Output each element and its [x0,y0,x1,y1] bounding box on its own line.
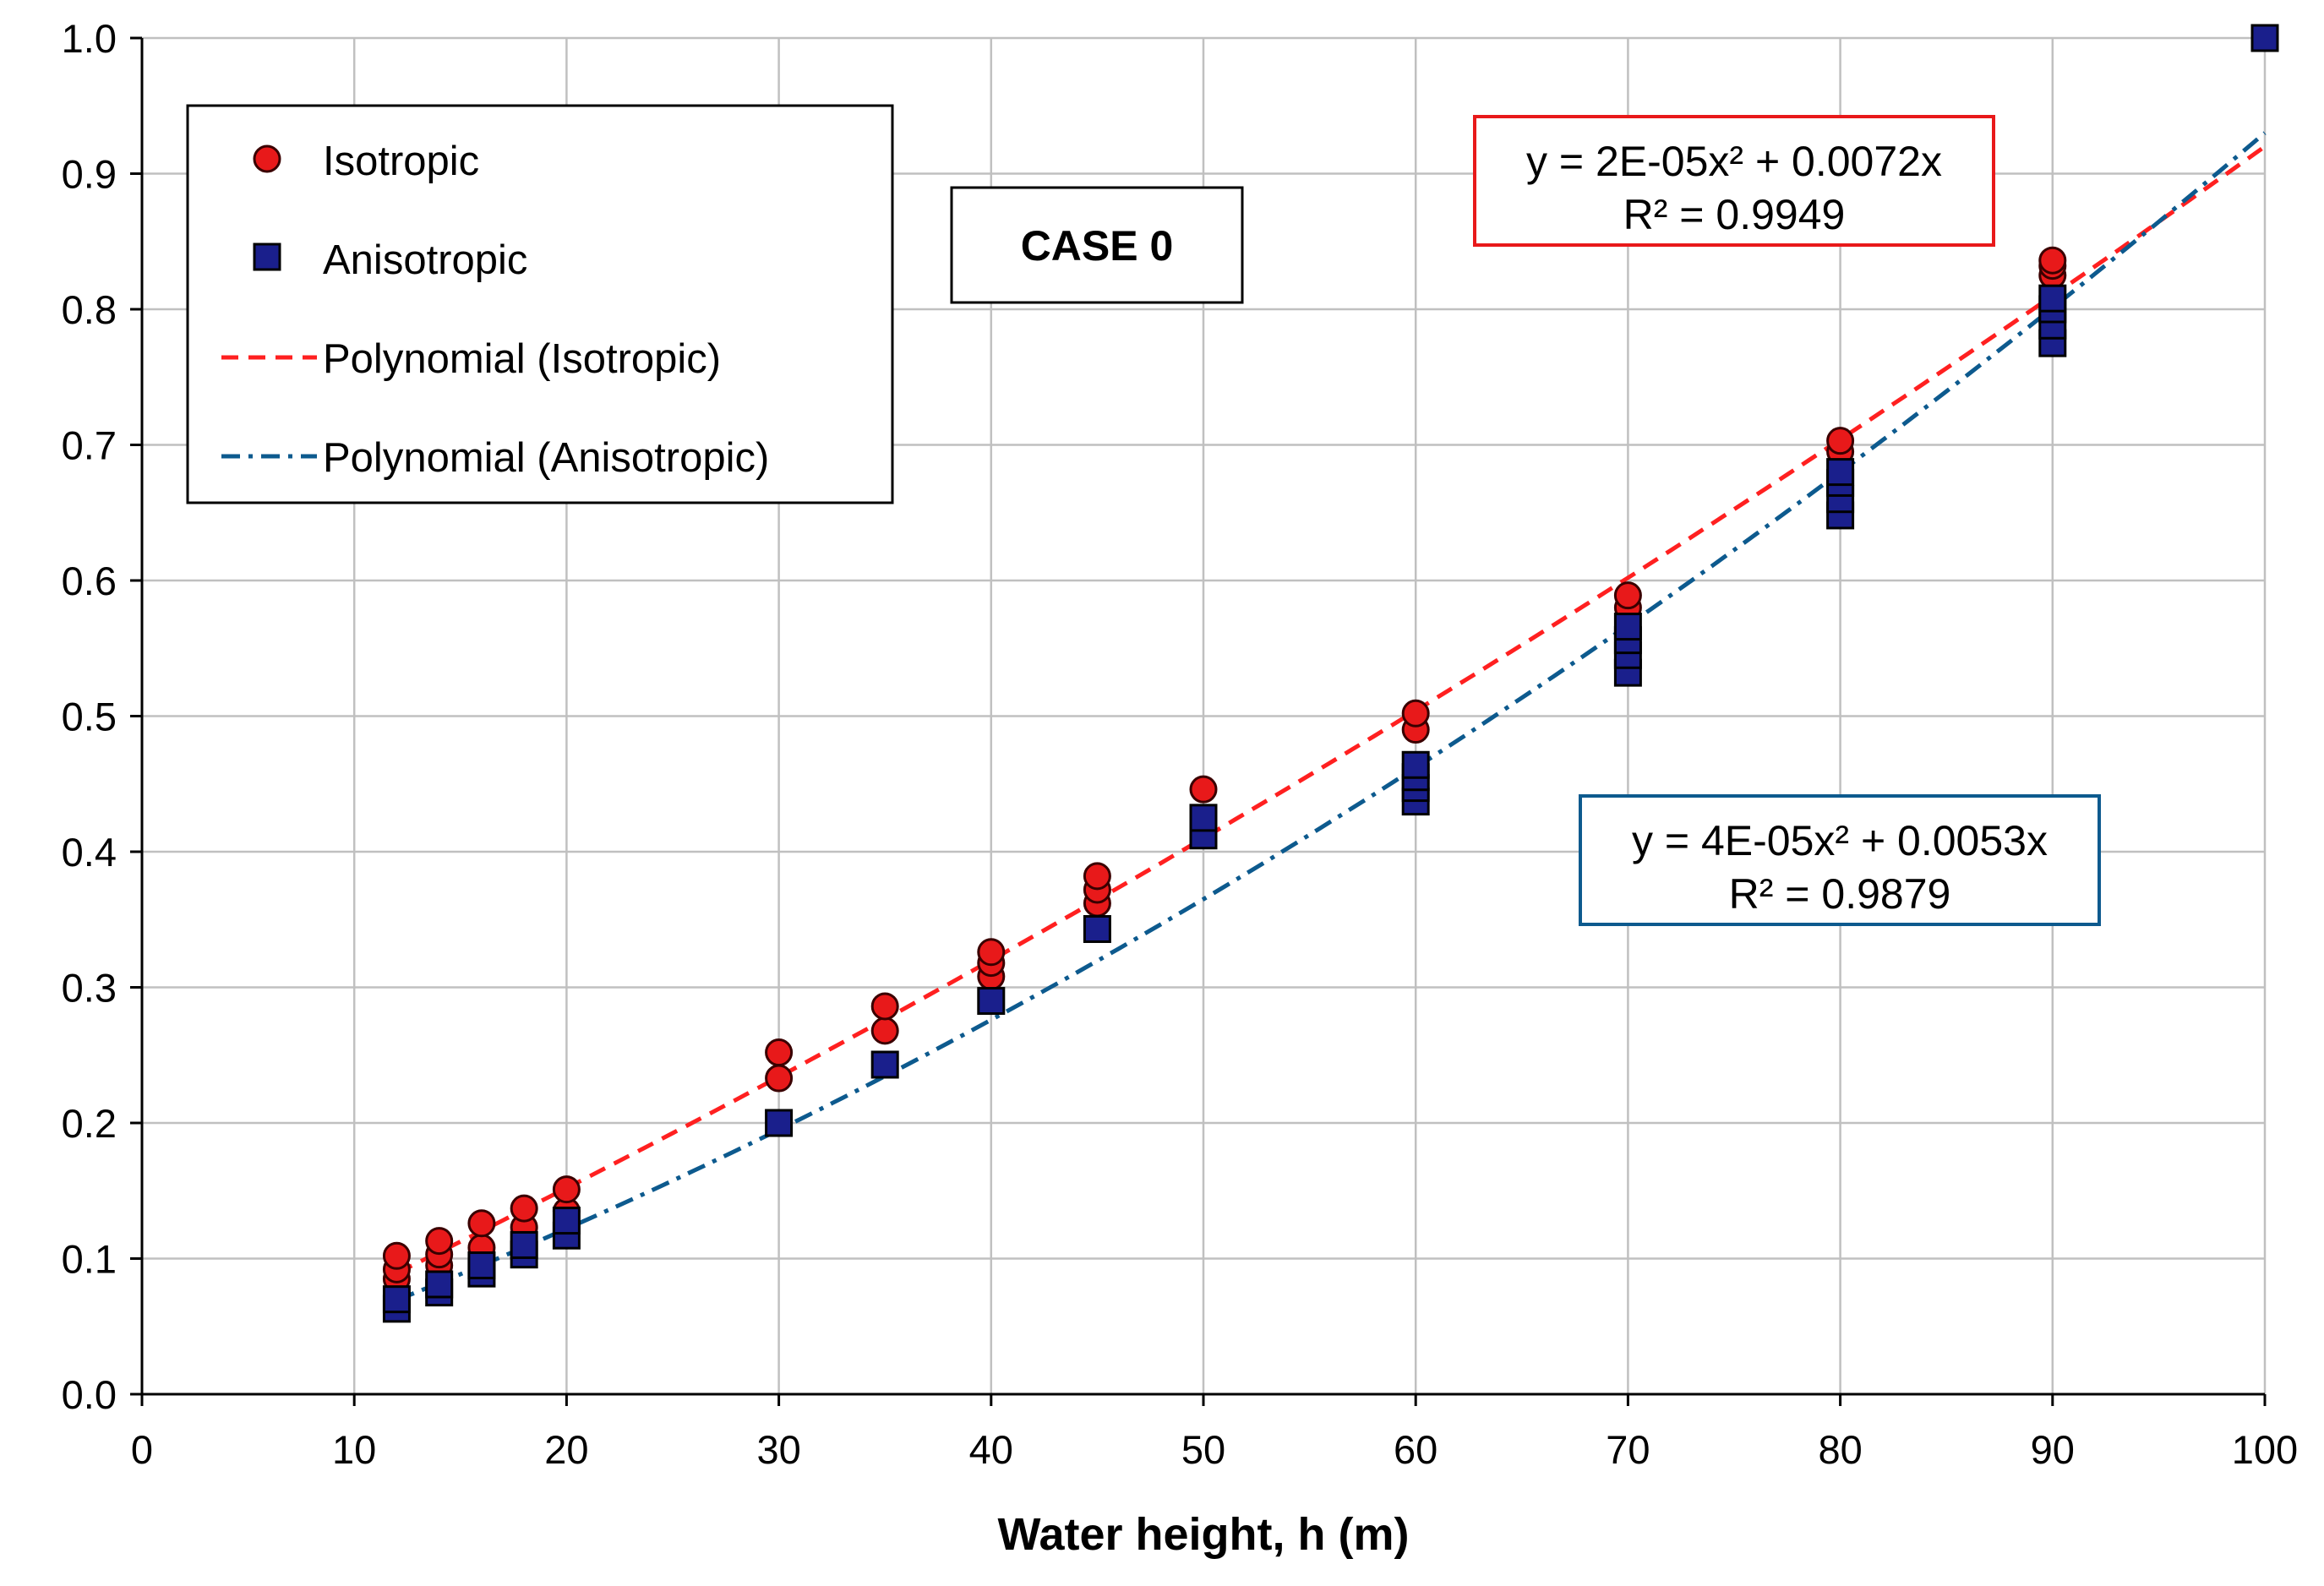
anisotropic-point [425,1270,454,1299]
y-tick-label: 1.0 [62,16,117,61]
tick-labels: 0 10 20 30 40 50 60 70 80 90 100 0.0 0.1 0.2 0.3 0.4 0.5… [62,16,2299,1472]
data-points [382,24,2279,1323]
legend: Isotropic Anisotropic Polynomial (Isotro… [186,104,894,504]
legend-item-poly-isotropic: Polynomial (Isotropic) [221,336,721,382]
x-tick-label: 70 [1606,1427,1650,1472]
isotropic-point [1401,699,1430,728]
legend-item-isotropic: Isotropic [253,139,479,184]
isotropic-point [510,1194,538,1223]
x-tick-label: 10 [332,1427,376,1472]
anisotropic-point [1401,750,1430,779]
legend-poly-anisotropic-label: Polynomial (Anisotropic) [323,435,769,481]
equation-box-isotropic: y = 2E-05x² + 0.0072x R² = 0.9949 [1473,115,1995,247]
legend-poly-isotropic-label: Polynomial (Isotropic) [323,336,721,382]
r2-anisotropic: R² = 0.9879 [1729,870,1951,918]
equation-isotropic-border [1473,115,1995,247]
anisotropic-point [467,1251,496,1280]
y-tick-label: 0.3 [62,966,117,1011]
x-tick-label: 40 [969,1427,1013,1472]
isotropic-point [1613,581,1642,610]
trendline-isotropic [396,144,2267,1275]
y-tick-label: 0.4 [62,830,117,875]
anisotropic-point [1826,458,1855,487]
isotropic-point [467,1209,496,1238]
isotropic-point [1083,862,1111,891]
anisotropic-point [765,1109,794,1137]
case-label-box: CASE 0 [950,186,1244,304]
y-tick-label: 0.0 [62,1372,117,1417]
y-tick-label: 0.9 [62,152,117,197]
x-tick-label: 80 [1818,1427,1862,1472]
anisotropic-point [1083,914,1111,943]
anisotropic-point [1189,804,1218,832]
x-tick-label: 20 [544,1427,588,1472]
y-tick-label: 0.5 [62,695,117,739]
isotropic-point [425,1227,454,1256]
isotropic-point [765,1038,794,1067]
isotropic-point [1826,427,1855,455]
legend-isotropic-marker [253,144,281,173]
x-tick-label: 60 [1394,1427,1437,1472]
x-tick-label: 50 [1181,1427,1225,1472]
equation-isotropic: y = 2E-05x² + 0.0072x [1526,138,1942,185]
equation-anisotropic-border [1579,794,2101,926]
x-axis-label: Water height, h (m) [998,1509,1410,1560]
case-label: CASE 0 [1021,222,1174,270]
y-tick-label: 0.2 [62,1101,117,1146]
x-tick-label: 100 [2232,1427,2298,1472]
legend-item-poly-anisotropic: Polynomial (Anisotropic) [221,435,769,481]
legend-box [186,104,894,504]
anisotropic-point [510,1230,538,1259]
isotropic-point [870,992,899,1021]
isotropic-point [765,1064,794,1093]
anisotropic-point [1613,613,1642,641]
anisotropic-point [2250,24,2279,52]
trendlines [396,131,2267,1303]
isotropic-point [2038,246,2067,275]
isotropic-point [552,1175,581,1204]
anisotropic-point [552,1207,581,1235]
isotropic-point [870,1016,899,1045]
y-tick-label: 0.1 [62,1237,117,1282]
r2-isotropic: R² = 0.9949 [1623,191,1846,238]
anisotropic-point [2038,284,2067,313]
y-tick-label: 0.7 [62,423,117,468]
legend-anisotropic-marker [253,243,281,271]
anisotropic-point [977,987,1006,1016]
ticks [130,36,2267,1406]
legend-item-anisotropic: Anisotropic [253,237,527,283]
x-tick-label: 90 [2031,1427,2075,1472]
legend-anisotropic-label: Anisotropic [323,237,527,283]
y-tick-label: 0.6 [62,559,117,603]
x-tick-label: 30 [756,1427,800,1472]
equation-anisotropic: y = 4E-05x² + 0.0053x [1632,817,2048,864]
x-tick-label: 0 [131,1427,153,1472]
isotropic-point [1189,775,1218,804]
legend-isotropic-label: Isotropic [323,139,479,184]
y-tick-label: 0.8 [62,287,117,332]
equation-box-anisotropic: y = 4E-05x² + 0.0053x R² = 0.9879 [1579,794,2101,926]
anisotropic-point [382,1285,411,1314]
isotropic-point [977,938,1006,967]
anisotropic-point [870,1050,899,1079]
isotropic-point [382,1241,411,1270]
trendline-anisotropic [396,131,2267,1303]
case-label-border [950,186,1244,304]
